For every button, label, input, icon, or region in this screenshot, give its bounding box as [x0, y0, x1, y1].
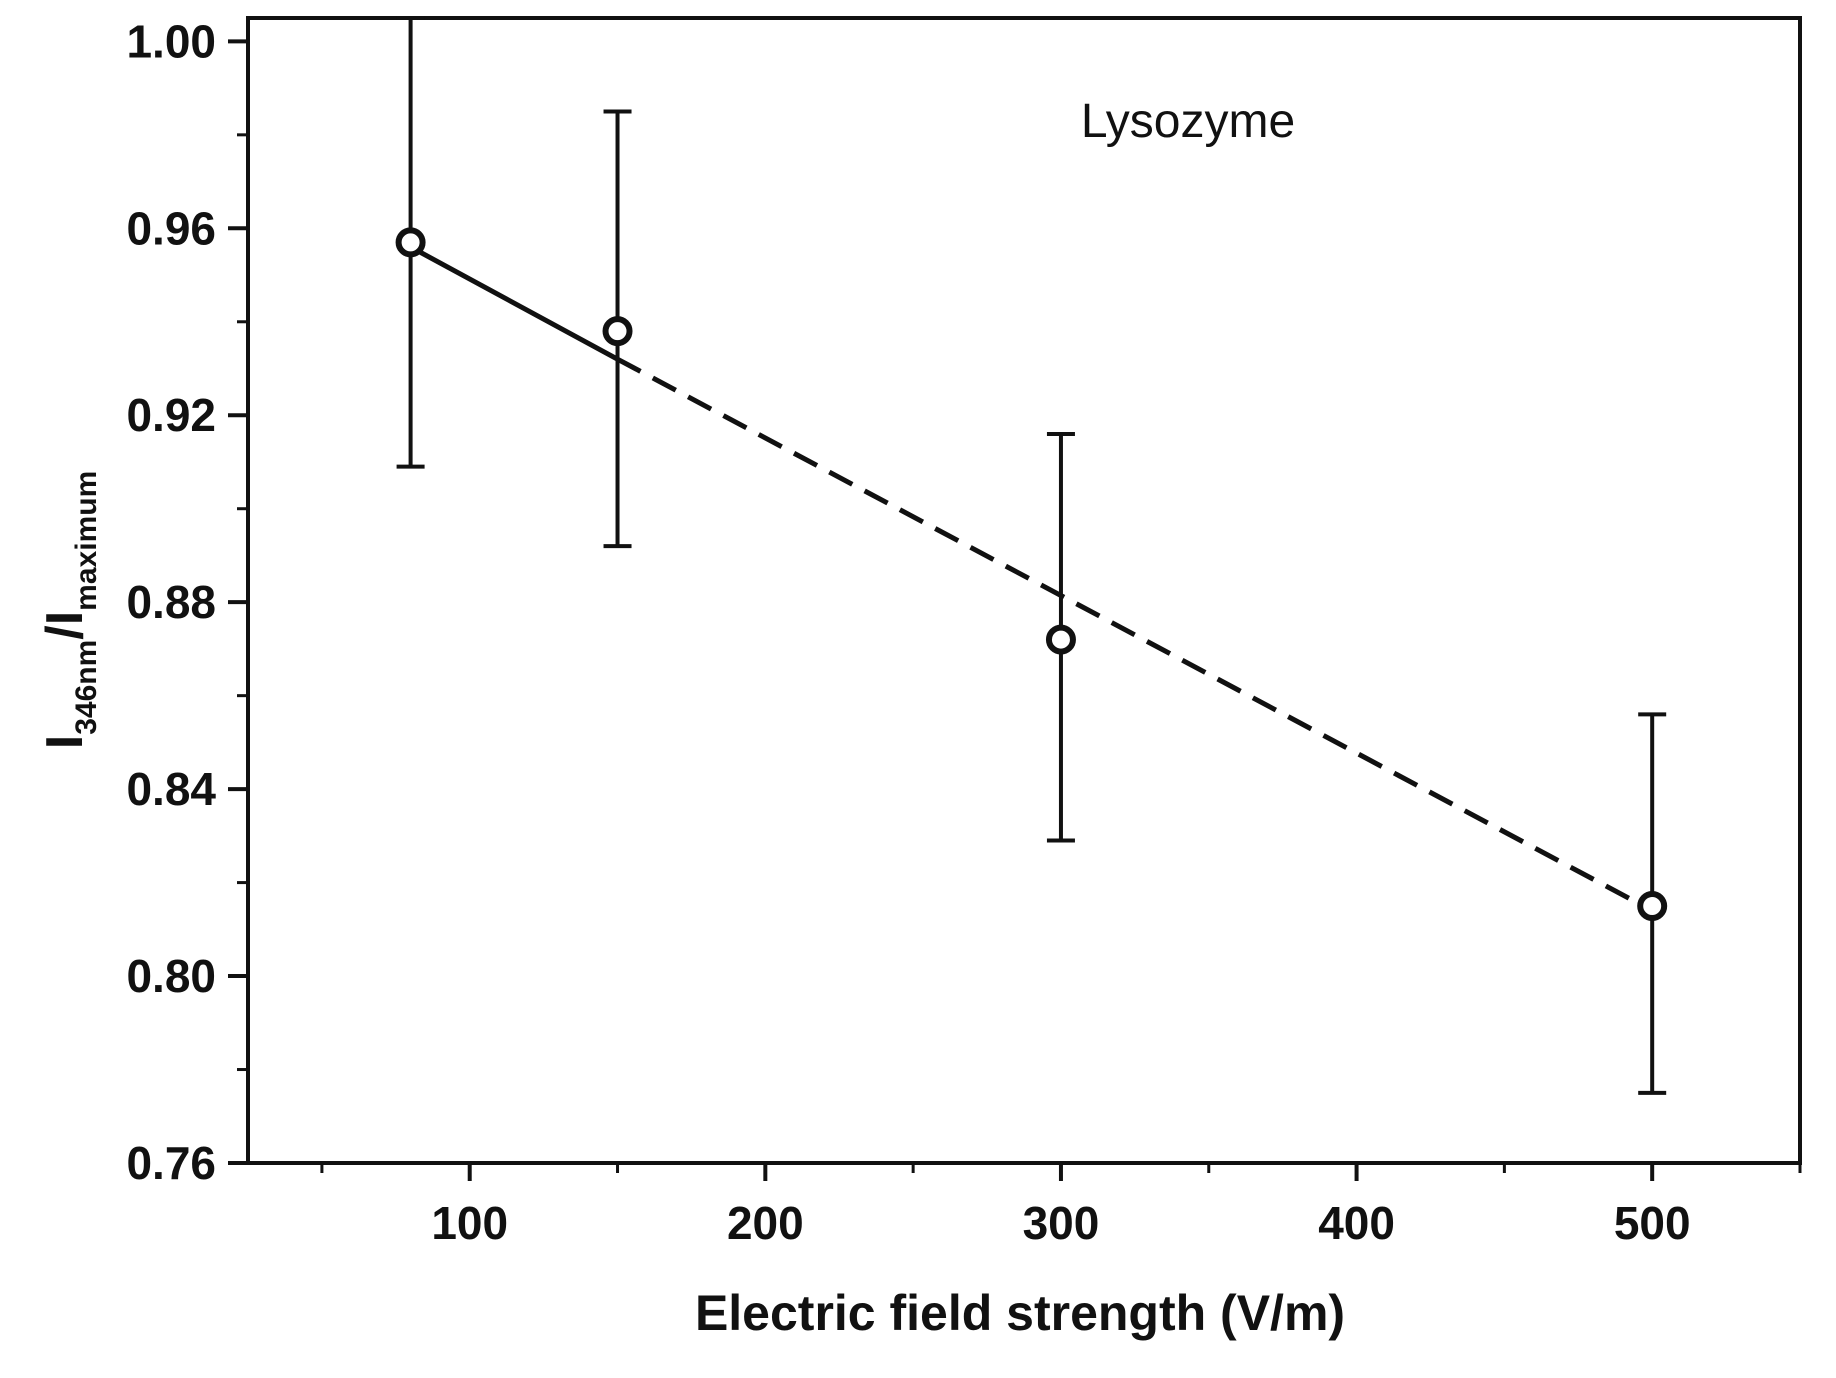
x-axis-title: Electric field strength (V/m) — [695, 1285, 1345, 1341]
y-tick-label: 0.92 — [126, 389, 216, 441]
y-tick-label: 0.80 — [126, 950, 216, 1002]
y-axis-title-slash: /I — [36, 611, 94, 640]
data-point — [1637, 890, 1668, 921]
data-point — [395, 227, 426, 258]
error-bars-group — [396, 16, 1667, 1095]
y-axis-title: I346nm/Imaximum — [36, 471, 103, 749]
x-tick-label: 100 — [431, 1197, 508, 1249]
y-tick-label: 1.00 — [126, 15, 216, 67]
x-tick-label: 200 — [727, 1197, 804, 1249]
fit-line-solid — [409, 244, 619, 362]
plot-border — [246, 16, 1802, 1165]
fit-line-dashed — [616, 356, 1654, 913]
y-tick-label: 0.96 — [126, 202, 216, 254]
y-axis-title-main: I — [36, 735, 94, 749]
y-axis-title-sub1: 346nm — [70, 640, 103, 735]
annotation-label: Lysozyme — [1081, 95, 1295, 148]
x-tick-label: 500 — [1614, 1197, 1691, 1249]
plot-frame-group — [246, 16, 1802, 1165]
axis-ticks-group: 100 200 300 400 500 0.76 0.80 0.84 0.88 0.92 0.96 1… — [126, 15, 1802, 1249]
y-axis-title-sub2: maximum — [70, 471, 103, 611]
y-tick-label: 0.84 — [126, 763, 216, 815]
data-points-group — [395, 227, 1668, 921]
fit-lines-group — [409, 244, 1654, 913]
data-point — [602, 316, 633, 347]
y-tick-label: 0.88 — [126, 576, 216, 628]
data-point — [1045, 624, 1076, 655]
y-tick-label: 0.76 — [126, 1137, 216, 1189]
x-tick-label: 400 — [1318, 1197, 1395, 1249]
x-tick-label: 300 — [1023, 1197, 1100, 1249]
